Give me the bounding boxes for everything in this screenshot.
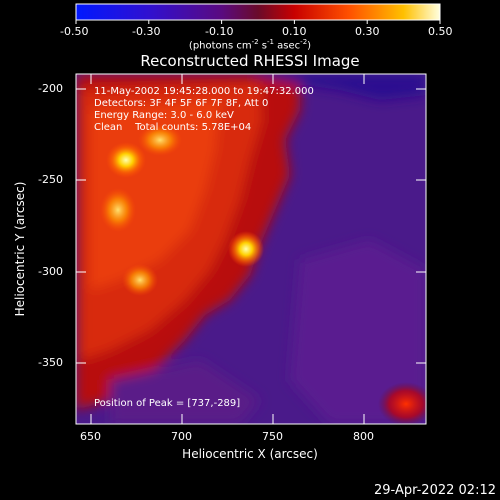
image-frame bbox=[75, 73, 427, 425]
y-tick-label: -350 bbox=[38, 356, 63, 369]
colorbar-tick-label: 0.50 bbox=[428, 25, 453, 38]
rhessi-image bbox=[76, 74, 426, 424]
y-tick-label: -300 bbox=[38, 265, 63, 278]
x-tick-label: 750 bbox=[262, 430, 283, 443]
time-range-text: 11-May-2002 19:45:28.000 to 19:47:32.000 bbox=[94, 86, 314, 97]
x-tick-label: 700 bbox=[171, 430, 192, 443]
y-axis-label: Heliocentric Y (arcsec) bbox=[13, 182, 27, 317]
image-title: Reconstructed RHESSI Image bbox=[140, 52, 360, 70]
colorbar-tick-label: -0.30 bbox=[132, 25, 161, 38]
timestamp: 29-Apr-2022 02:12 bbox=[374, 483, 496, 498]
colorbar bbox=[75, 3, 441, 21]
colorbar-units: (photons cm-2 s-1 asec-2) bbox=[188, 38, 312, 52]
y-tick-label: -200 bbox=[38, 82, 63, 95]
colorbar-tick-label: -0.50 bbox=[60, 25, 89, 38]
colorbar-tick-label: 0.30 bbox=[355, 25, 380, 38]
detectors-text: Detectors: 3F 4F 5F 6F 7F 8F, Att 0 bbox=[94, 98, 269, 109]
x-tick-label: 800 bbox=[353, 430, 374, 443]
x-axis-ticks bbox=[90, 74, 365, 424]
colorbar-tick-label: 0.10 bbox=[282, 25, 307, 38]
x-axis-label: Heliocentric X (arcsec) bbox=[182, 447, 318, 461]
y-axis-ticks bbox=[76, 88, 426, 364]
peak-position-text: Position of Peak = [737,-289] bbox=[94, 398, 241, 409]
clean-counts-text: Clean Total counts: 5.78E+04 bbox=[94, 122, 252, 133]
energy-range-text: Energy Range: 3.0 - 6.0 keV bbox=[94, 110, 234, 121]
colorbar-tick-label: -0.10 bbox=[205, 25, 234, 38]
colorbar-ticks bbox=[75, 20, 441, 24]
y-tick-label: -250 bbox=[38, 173, 63, 186]
x-tick-label: 650 bbox=[80, 430, 101, 443]
